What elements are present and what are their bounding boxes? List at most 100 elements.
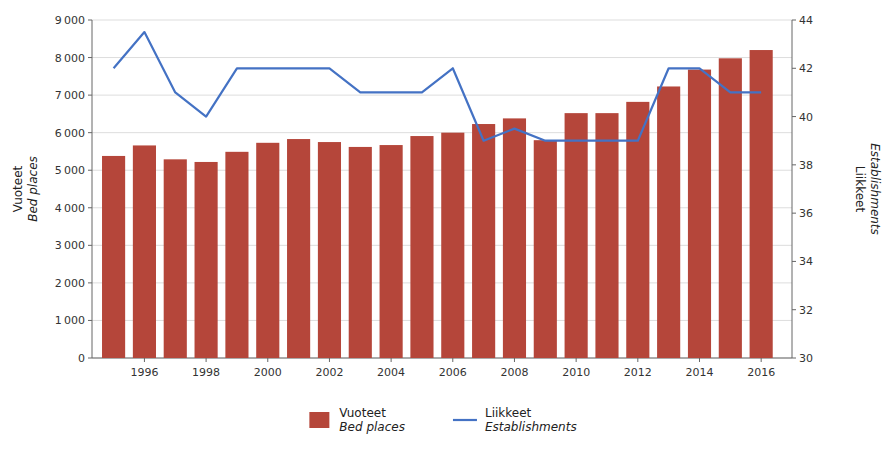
y-tick-label: 8 000 <box>55 52 85 65</box>
x-tick-label: 2014 <box>685 366 713 379</box>
y-tick <box>88 358 92 359</box>
axis-label: Liikkeet <box>853 166 867 213</box>
bar <box>657 86 680 358</box>
axis-label: Establishments <box>868 143 882 235</box>
x-tick-label: 2004 <box>377 366 405 379</box>
grid-line <box>92 95 792 96</box>
bar <box>133 145 156 358</box>
bar <box>318 142 341 358</box>
x-tick-label: 1996 <box>130 366 158 379</box>
x-tick-label: 2012 <box>624 366 652 379</box>
bar <box>349 147 372 358</box>
bar <box>750 50 773 358</box>
y2-tick-label: 34 <box>799 255 813 268</box>
y2-tick-label: 30 <box>799 352 813 365</box>
y2-tick <box>792 68 796 69</box>
bar <box>565 113 588 358</box>
y-tick-label: 3 000 <box>55 239 85 252</box>
bar <box>102 156 125 358</box>
bar <box>225 152 248 358</box>
y2-tick-label: 32 <box>799 304 813 317</box>
bar <box>719 58 742 358</box>
bar <box>287 139 310 358</box>
y-tick-label: 7 000 <box>55 89 85 102</box>
bar <box>534 140 557 358</box>
bar <box>380 145 403 358</box>
grid-line <box>92 57 792 58</box>
x-tick-label: 2000 <box>254 366 282 379</box>
bar <box>503 118 526 358</box>
y-tick <box>88 57 92 58</box>
grid <box>92 20 792 358</box>
bar <box>595 113 618 358</box>
grid-line <box>92 20 792 21</box>
bar <box>195 162 218 358</box>
x-tick <box>699 358 700 362</box>
marks <box>102 32 773 358</box>
x-tick-label: 1998 <box>192 366 220 379</box>
x-tick <box>761 358 762 362</box>
x-tick <box>267 358 268 362</box>
y2-tick-label: 40 <box>799 111 813 124</box>
x-tick-label: 2016 <box>747 366 775 379</box>
y-tick-label: 2 000 <box>55 277 85 290</box>
x-tick <box>452 358 453 362</box>
y2-tick <box>792 309 796 310</box>
chart: 0 1 000 2 000 3 000 4 000 5 000 6 000 7 000 8 00… <box>0 0 886 450</box>
y-tick-label: 4 000 <box>55 202 85 215</box>
axis-label: Bed places <box>26 156 40 222</box>
x-tick <box>391 358 392 362</box>
y-tick <box>88 132 92 133</box>
y-tick-label: 6 000 <box>55 127 85 140</box>
y2-tick <box>792 261 796 262</box>
y-tick-label: 0 <box>78 352 85 365</box>
y-tick <box>88 207 92 208</box>
line <box>114 32 762 141</box>
y-tick <box>88 320 92 321</box>
y-tick <box>88 245 92 246</box>
x-tick-label: 2010 <box>562 366 590 379</box>
y-axis-line <box>92 20 93 358</box>
x-tick <box>206 358 207 362</box>
x-tick <box>514 358 515 362</box>
y2-tick <box>792 116 796 117</box>
y2-tick <box>792 20 796 21</box>
y-tick <box>88 20 92 21</box>
y-tick-label: 1 000 <box>55 314 85 327</box>
legend-label: LiikkeetEstablishments <box>485 406 577 434</box>
x-tick-label: 2008 <box>500 366 528 379</box>
x-tick <box>637 358 638 362</box>
x-tick-label: 2002 <box>315 366 343 379</box>
x-tick-label: 2006 <box>439 366 467 379</box>
legend-label: VuoteetBed places <box>339 406 405 434</box>
y2-tick-label: 42 <box>799 62 813 75</box>
y2-tick-label: 36 <box>799 207 813 220</box>
bar <box>410 136 433 358</box>
y-tick <box>88 282 92 283</box>
y2-tick-label: 38 <box>799 159 813 172</box>
bar <box>441 133 464 358</box>
bar <box>688 70 711 358</box>
y2-tick-label: 44 <box>799 14 813 27</box>
bar <box>472 124 495 358</box>
bar <box>256 143 279 358</box>
axes: 0 1 000 2 000 3 000 4 000 5 000 6 000 7 000 8 00… <box>55 14 813 379</box>
y2-tick <box>792 164 796 165</box>
x-tick <box>329 358 330 362</box>
axis-label: Vuoteet <box>11 165 25 212</box>
x-tick <box>576 358 577 362</box>
y2-tick <box>792 213 796 214</box>
x-tick <box>144 358 145 362</box>
legend-item: VuoteetBed places <box>309 406 405 434</box>
y2-tick <box>792 358 796 359</box>
legend-swatch <box>309 412 329 428</box>
y2-axis-line <box>792 20 793 358</box>
bar <box>164 159 187 358</box>
y-tick-label: 5 000 <box>55 164 85 177</box>
y-tick <box>88 95 92 96</box>
legend: VuoteetBed places LiikkeetEstablishments <box>309 406 576 434</box>
legend-swatch <box>453 419 477 421</box>
legend-item: LiikkeetEstablishments <box>453 406 577 434</box>
y-tick <box>88 170 92 171</box>
y-tick-label: 9 000 <box>55 14 85 27</box>
